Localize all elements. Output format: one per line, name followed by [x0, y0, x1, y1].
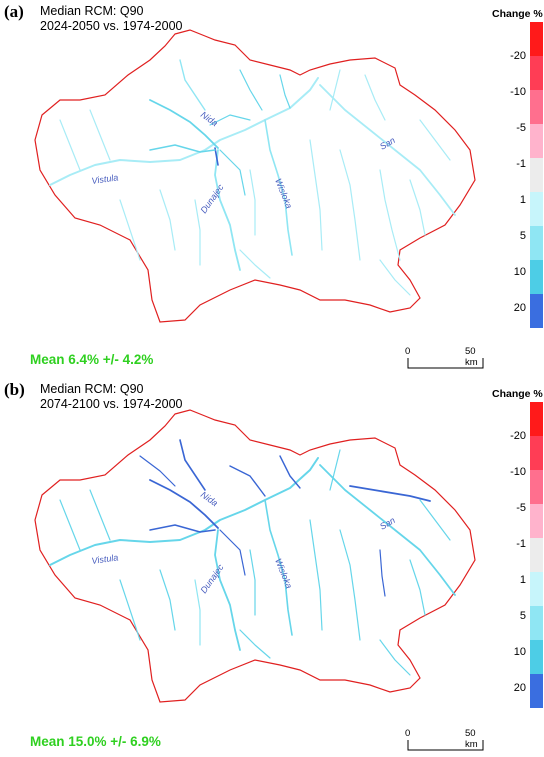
- scale-start: 0: [405, 728, 411, 739]
- title-line-2: 2024-2050 vs. 1974-2000: [40, 19, 183, 33]
- label-dunajec: Dunajec: [198, 562, 225, 595]
- panel-label: (a): [4, 2, 24, 21]
- legend-swatch: [530, 504, 543, 538]
- panel-a: Vistula Nida Dunajec Wisloka San (a) Med…: [0, 0, 544, 376]
- title-line-1: Median RCM: Q90: [40, 382, 144, 396]
- legend-swatch: [530, 572, 543, 606]
- legend-label: 20: [513, 682, 526, 694]
- legend-label: 10: [513, 646, 526, 658]
- legend-label: -10: [510, 466, 526, 478]
- legend-label: 10: [513, 266, 526, 278]
- legend-color-bar: [530, 402, 543, 708]
- legend-swatch: [530, 470, 543, 504]
- scale-end: 50 km: [465, 346, 478, 368]
- legend-swatch: [530, 402, 543, 436]
- label-wisloka: Wisloka: [273, 557, 294, 590]
- legend-swatch: [530, 124, 543, 158]
- scale-bar-line: [407, 358, 484, 369]
- legend-label: 5: [519, 230, 526, 242]
- panel-title: Median RCM: Q90 2024-2050 vs. 1974-2000: [40, 4, 182, 34]
- legend-label: -1: [516, 538, 526, 550]
- legend-swatch: [530, 192, 543, 226]
- scale-bar: 0 50 km: [405, 346, 487, 377]
- mean-change: Mean 15.0% +/- 6.9%: [30, 734, 161, 749]
- scale-end: 50 km: [465, 728, 478, 750]
- river-network: [49, 439, 456, 676]
- legend-swatch: [530, 436, 543, 470]
- basin-map: Vistula Nida Dunajec Wisloka San: [34, 409, 476, 703]
- basin-boundary: [34, 409, 476, 703]
- legend-swatch: [530, 674, 543, 708]
- legend-label: -20: [510, 50, 526, 62]
- legend-color-bar: [530, 22, 543, 328]
- title-line-1: Median RCM: Q90: [40, 4, 144, 18]
- basin-boundary: [34, 29, 476, 323]
- legend-swatch: [530, 294, 543, 328]
- label-nida: Nida: [199, 109, 220, 128]
- scale-start: 0: [405, 346, 411, 357]
- legend-swatch: [530, 158, 543, 192]
- legend-swatch: [530, 606, 543, 640]
- legend-swatch: [530, 226, 543, 260]
- legend-label: -5: [516, 502, 526, 514]
- legend-label: 20: [513, 302, 526, 314]
- legend-label: -10: [510, 86, 526, 98]
- label-vistula: Vistula: [91, 172, 119, 186]
- label-wisloka: Wisloka: [273, 177, 294, 210]
- river-network: [49, 59, 456, 296]
- legend-label: -20: [510, 430, 526, 442]
- panel-label: (b): [4, 380, 25, 399]
- label-nida: Nida: [199, 489, 220, 508]
- title-line-2: 2074-2100 vs. 1974-2000: [40, 397, 183, 411]
- basin-map: Vistula Nida Dunajec Wisloka San: [34, 29, 476, 323]
- legend-label: -1: [516, 158, 526, 170]
- label-dunajec: Dunajec: [198, 182, 225, 215]
- legend-swatch: [530, 90, 543, 124]
- panel-b: Vistula Nida Dunajec Wisloka San (b) Med…: [0, 376, 544, 752]
- legend-swatch: [530, 56, 543, 90]
- legend-swatch: [530, 538, 543, 572]
- legend-title: Change %: [492, 8, 543, 20]
- legend-label: 1: [519, 574, 526, 586]
- legend-title: Change %: [492, 388, 543, 400]
- panel-title: Median RCM: Q90 2074-2100 vs. 1974-2000: [40, 382, 182, 412]
- scale-bar: 0 50 km: [405, 728, 487, 757]
- legend-swatch: [530, 260, 543, 294]
- legend-label: 1: [519, 194, 526, 206]
- mean-change: Mean 6.4% +/- 4.2%: [30, 352, 154, 367]
- legend-swatch: [530, 640, 543, 674]
- legend-label: 5: [519, 610, 526, 622]
- legend-label: -5: [516, 122, 526, 134]
- label-vistula: Vistula: [91, 552, 119, 566]
- legend-swatch: [530, 22, 543, 56]
- scale-bar-line: [407, 740, 484, 751]
